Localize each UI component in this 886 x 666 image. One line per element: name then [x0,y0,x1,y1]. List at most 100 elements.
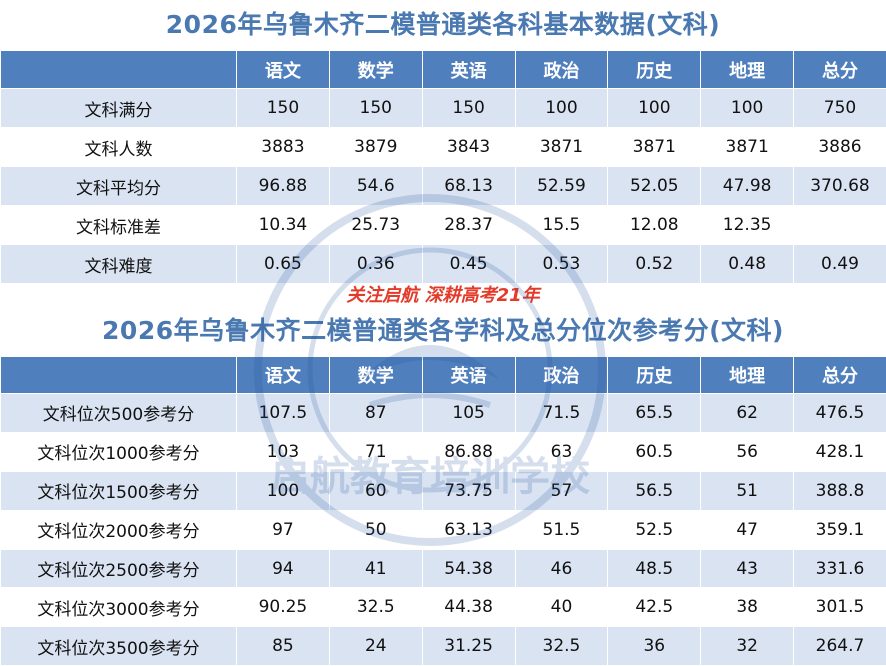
column-header: 地理 [701,51,794,89]
table-cell: 3883 [237,128,330,167]
table-row: 文科位次1000参考分 103 71 86.88 63 60.5 56 428.… [1,432,886,471]
table-cell: 12.08 [608,206,701,245]
table-cell: 100 [237,471,330,510]
table-cell: 86.88 [422,432,515,471]
table-cell: 52.05 [608,167,701,206]
table-cell: 96.88 [237,167,330,206]
slogan-text: 关注启航 深耕高考21年 [0,282,886,310]
row-label: 文科位次1500参考分 [1,471,237,510]
table-cell: 63 [515,432,608,471]
column-header [1,357,237,394]
table-cell: 47.98 [701,167,794,206]
table-cell: 150 [237,89,330,128]
table-cell: 12.35 [701,206,794,245]
table-cell: 38 [701,588,794,627]
table-cell: 3843 [422,128,515,167]
table-cell: 476.5 [794,394,886,433]
table-row: 文科标准差 10.34 25.73 28.37 15.5 12.08 12.35 [1,206,886,245]
row-label: 文科位次500参考分 [1,394,237,433]
column-header: 总分 [794,51,886,89]
table-header-row: 语文 数学 英语 政治 历史 地理 总分 [1,51,886,89]
basic-data-table: 语文 数学 英语 政治 历史 地理 总分 文科满分 150 150 150 10… [0,50,886,284]
table-cell: 60.5 [608,432,701,471]
table-cell: 56 [701,432,794,471]
table-cell: 107.5 [237,394,330,433]
table-cell: 48.5 [608,549,701,588]
table-cell: 50 [329,510,422,549]
row-label: 文科难度 [1,245,237,284]
table-header-row: 语文 数学 英语 政治 历史 地理 总分 [1,357,886,394]
table-cell: 264.7 [794,627,886,666]
table-cell: 0.45 [422,245,515,284]
table-row: 文科位次3000参考分 90.25 32.5 44.38 40 42.5 38 … [1,588,886,627]
row-label: 文科位次2000参考分 [1,510,237,549]
table-cell: 3871 [515,128,608,167]
rank-reference-table: 语文 数学 英语 政治 历史 地理 总分 文科位次500参考分 107.5 87… [0,356,886,666]
column-header: 语文 [237,51,330,89]
table-cell: 51 [701,471,794,510]
column-header [1,51,237,89]
table-cell: 0.48 [701,245,794,284]
table-cell: 41 [329,549,422,588]
table-row: 文科位次500参考分 107.5 87 105 71.5 65.5 62 476… [1,394,886,433]
table-cell: 87 [329,394,422,433]
table-cell: 150 [422,89,515,128]
table-cell: 331.6 [794,549,886,588]
table-cell: 42.5 [608,588,701,627]
table-cell: 52.5 [608,510,701,549]
table-cell: 0.65 [237,245,330,284]
table-cell: 0.49 [794,245,886,284]
table-cell: 100 [515,89,608,128]
column-header: 政治 [515,357,608,394]
table-row: 文科位次1500参考分 100 60 73.75 57 56.5 51 388.… [1,471,886,510]
table-cell: 36 [608,627,701,666]
table-cell: 15.5 [515,206,608,245]
table-cell: 90.25 [237,588,330,627]
table-cell: 0.53 [515,245,608,284]
table-cell [794,206,886,245]
row-label: 文科平均分 [1,167,237,206]
table-cell: 31.25 [422,627,515,666]
table-cell: 428.1 [794,432,886,471]
table-cell: 71.5 [515,394,608,433]
table-cell: 32 [701,627,794,666]
table-cell: 54.6 [329,167,422,206]
row-label: 文科人数 [1,128,237,167]
table-cell: 32.5 [515,627,608,666]
column-header: 政治 [515,51,608,89]
column-header: 总分 [794,357,886,394]
table-cell: 0.36 [329,245,422,284]
table-cell: 40 [515,588,608,627]
table2-title: 2026年乌鲁木齐二模普通类各学科及总分位次参考分(文科) [0,307,886,354]
table-cell: 301.5 [794,588,886,627]
table-cell: 97 [237,510,330,549]
column-header: 英语 [422,51,515,89]
row-label: 文科位次1000参考分 [1,432,237,471]
table-cell: 47 [701,510,794,549]
table-row: 文科位次2500参考分 94 41 54.38 46 48.5 43 331.6 [1,549,886,588]
row-label: 文科位次2500参考分 [1,549,237,588]
table-cell: 3871 [608,128,701,167]
table-row: 文科位次2000参考分 97 50 63.13 51.5 52.5 47 359… [1,510,886,549]
table-cell: 71 [329,432,422,471]
column-header: 数学 [329,51,422,89]
table-cell: 32.5 [329,588,422,627]
table-row: 文科平均分 96.88 54.6 68.13 52.59 52.05 47.98… [1,167,886,206]
table-cell: 0.52 [608,245,701,284]
table-cell: 3879 [329,128,422,167]
table-cell: 105 [422,394,515,433]
table-cell: 24 [329,627,422,666]
table-cell: 44.38 [422,588,515,627]
table-row: 文科满分 150 150 150 100 100 100 750 [1,89,886,128]
table-cell: 57 [515,471,608,510]
table-cell: 388.8 [794,471,886,510]
table-row: 文科难度 0.65 0.36 0.45 0.53 0.52 0.48 0.49 [1,245,886,284]
column-header: 数学 [329,357,422,394]
table-cell: 43 [701,549,794,588]
table-cell: 150 [329,89,422,128]
table-cell: 51.5 [515,510,608,549]
table-cell: 10.34 [237,206,330,245]
table-row: 文科位次3500参考分 85 24 31.25 32.5 36 32 264.7 [1,627,886,666]
table1-title: 2026年乌鲁木齐二模普通类各科基本数据(文科) [0,0,886,50]
column-header: 语文 [237,357,330,394]
